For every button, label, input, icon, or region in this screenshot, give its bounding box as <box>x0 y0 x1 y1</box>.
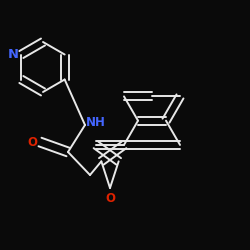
Text: O: O <box>105 192 115 204</box>
Text: NH: NH <box>86 116 106 128</box>
Text: O: O <box>27 136 37 148</box>
Text: N: N <box>8 48 19 61</box>
